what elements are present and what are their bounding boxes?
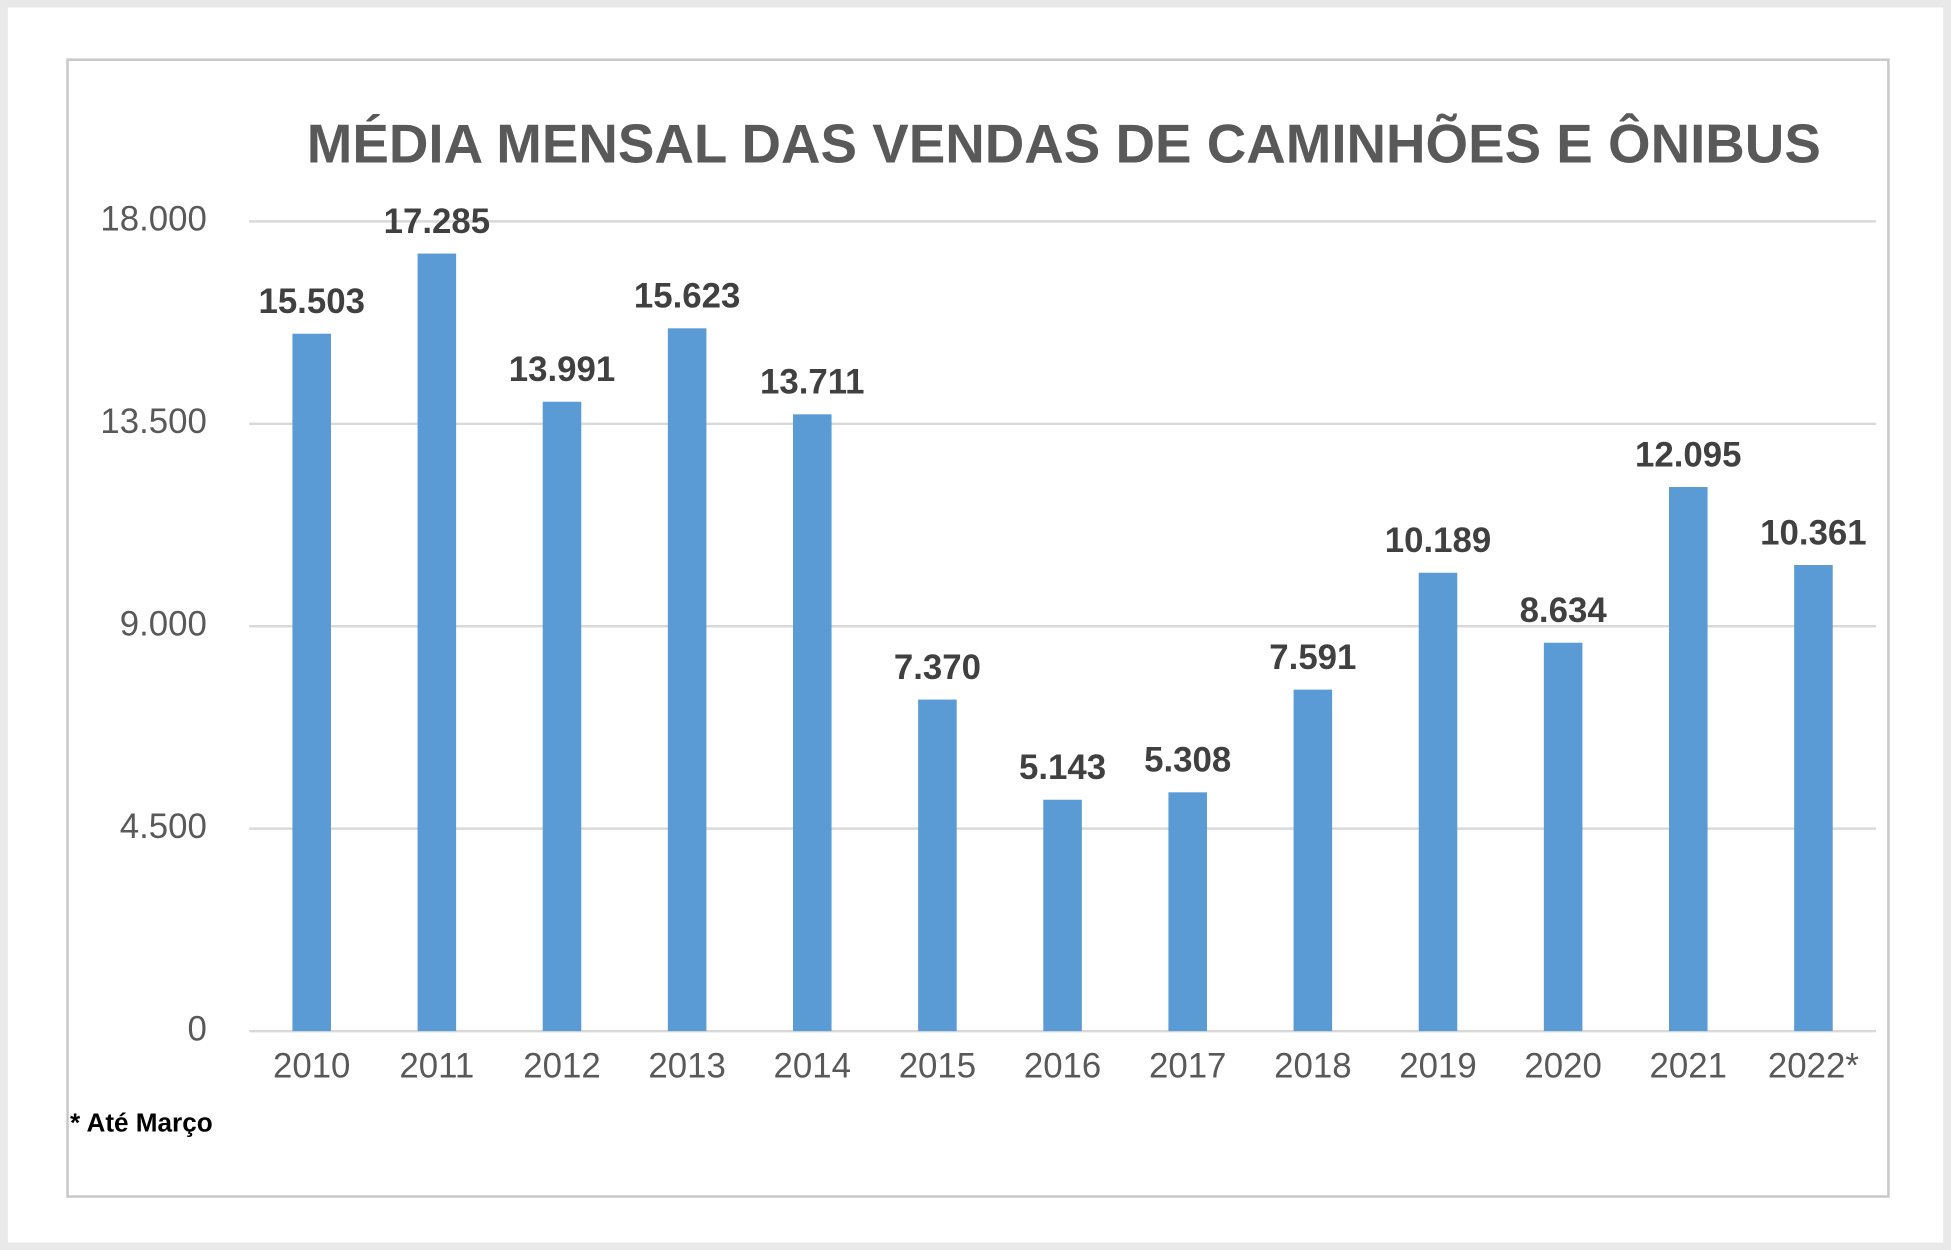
chart-frame <box>66 58 1890 1198</box>
bar <box>918 699 957 1032</box>
y-tick-label: 13.500 <box>100 402 206 441</box>
value-label: 7.370 <box>894 648 981 687</box>
value-label: 5.308 <box>1144 741 1231 780</box>
y-tick-label: 9.000 <box>120 604 207 643</box>
value-label: 13.711 <box>760 363 865 402</box>
bar <box>292 333 331 1032</box>
value-label: 15.623 <box>634 277 740 316</box>
x-tick-label: 2012 <box>523 1047 600 1086</box>
value-label: 10.189 <box>1385 521 1491 560</box>
value-label: 8.634 <box>1520 591 1608 630</box>
value-label: 12.095 <box>1635 435 1741 474</box>
x-tick-label: 2017 <box>1149 1047 1226 1086</box>
y-tick-label: 4.500 <box>120 807 207 846</box>
x-tick-label: 2013 <box>648 1047 725 1086</box>
value-label: 7.591 <box>1269 638 1356 677</box>
y-tick-label: 18.000 <box>100 200 206 239</box>
bar <box>1794 565 1833 1032</box>
x-tick-label: 2016 <box>1024 1047 1101 1086</box>
chart-title: MÉDIA MENSAL DAS VENDAS DE CAMINHÕES E Ô… <box>307 112 1821 174</box>
value-label: 10.361 <box>1760 513 1866 552</box>
x-tick-label: 2015 <box>899 1047 976 1086</box>
x-tick-label: 2022* <box>1768 1047 1859 1086</box>
x-tick-label: 2010 <box>273 1047 350 1086</box>
bar <box>1293 689 1333 1032</box>
bar <box>792 414 832 1032</box>
bar <box>542 401 582 1032</box>
bar <box>1168 792 1207 1032</box>
bar <box>1543 642 1583 1032</box>
x-tick-label: 2014 <box>774 1047 851 1086</box>
x-tick-label: 2019 <box>1399 1047 1476 1086</box>
bar <box>1418 572 1458 1032</box>
y-tick-label: 0 <box>187 1009 206 1048</box>
value-label: 15.503 <box>258 282 364 321</box>
x-tick-label: 2011 <box>399 1047 474 1086</box>
value-label: 13.991 <box>509 350 615 389</box>
x-tick-label: 2018 <box>1274 1047 1351 1086</box>
bar <box>1043 799 1082 1032</box>
x-tick-label: 2021 <box>1650 1047 1727 1086</box>
value-label: 17.285 <box>384 202 490 241</box>
annotation: * Até Março <box>70 1107 213 1137</box>
bar <box>667 328 707 1032</box>
x-tick-label: 2020 <box>1524 1047 1601 1086</box>
bar <box>417 253 457 1032</box>
value-label: 5.143 <box>1019 748 1106 787</box>
bar <box>1669 487 1708 1032</box>
